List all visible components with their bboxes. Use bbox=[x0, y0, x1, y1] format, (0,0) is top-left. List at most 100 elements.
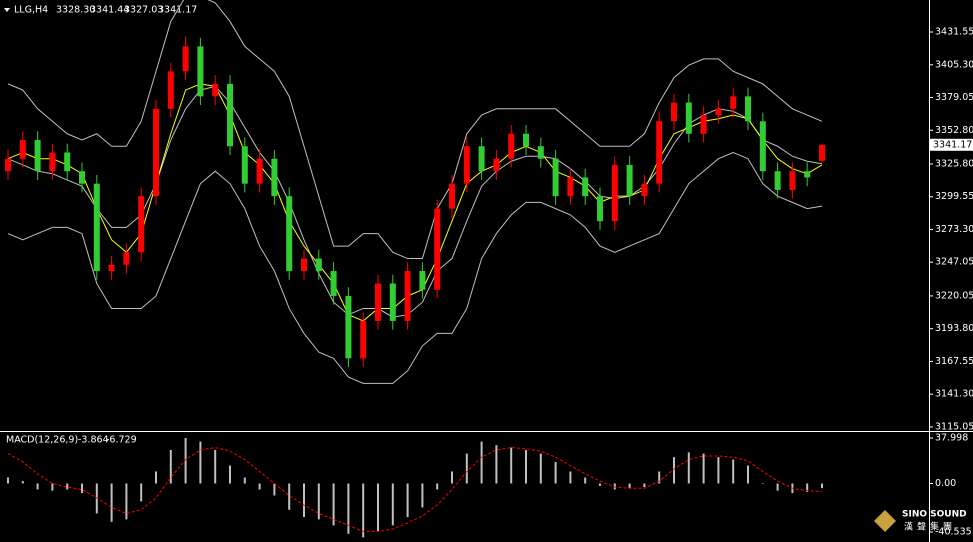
price-box bbox=[930, 138, 973, 151]
candle-body bbox=[463, 146, 470, 184]
macd-bar bbox=[303, 483, 305, 518]
candle-body bbox=[167, 71, 174, 109]
macd-bar bbox=[658, 471, 661, 484]
candle-body bbox=[449, 183, 455, 209]
candle-body bbox=[123, 252, 130, 265]
candle-body bbox=[197, 46, 204, 97]
candle-body bbox=[552, 158, 559, 197]
macd-bar bbox=[643, 483, 646, 488]
candle-body bbox=[301, 258, 307, 272]
logo-subtitle: 漢聲集團 bbox=[904, 521, 956, 533]
macd-bar bbox=[140, 483, 143, 502]
macd-bar bbox=[81, 483, 83, 494]
menu-arrow bbox=[4, 8, 10, 12]
symbol-title: LLG,H4 bbox=[14, 5, 48, 16]
macd-title: MACD(12,26,9) bbox=[6, 435, 78, 446]
last-open: 3328.30 bbox=[56, 5, 95, 16]
macd-value: -3.864 bbox=[78, 435, 109, 446]
y-tick-label: 3247.05 bbox=[935, 257, 973, 268]
y-tick-label: 3325.80 bbox=[935, 158, 973, 169]
macd-bar bbox=[717, 457, 720, 484]
macd-bar bbox=[421, 483, 424, 508]
macd-bar bbox=[776, 483, 779, 491]
candle-body bbox=[493, 158, 500, 172]
candle-body bbox=[419, 271, 426, 290]
candle-body bbox=[271, 158, 278, 197]
macd-bar bbox=[554, 461, 557, 484]
macd-bar bbox=[525, 449, 527, 484]
macd-bar bbox=[628, 483, 631, 489]
candle-body bbox=[19, 140, 26, 159]
candle-body bbox=[671, 102, 677, 122]
y-tick-label: 3115.05 bbox=[935, 421, 973, 432]
candle-body bbox=[656, 121, 663, 184]
macd-bar bbox=[95, 483, 98, 514]
candle-body bbox=[360, 320, 367, 359]
macd-bar bbox=[362, 483, 365, 538]
candle-body bbox=[641, 183, 648, 197]
candle-body bbox=[227, 83, 233, 147]
candle-body bbox=[478, 146, 485, 172]
macd-bar bbox=[406, 483, 409, 518]
macd-bar bbox=[184, 437, 187, 484]
macd-bar bbox=[66, 483, 69, 490]
last-high: 3341.44 bbox=[90, 5, 129, 16]
candle-body bbox=[93, 183, 100, 272]
y-tick-label: 3141.30 bbox=[935, 389, 973, 400]
candle-body bbox=[375, 283, 381, 321]
y-tick-label: 3379.05 bbox=[935, 92, 973, 103]
candle-body bbox=[819, 144, 825, 161]
y-tick-label: 3167.55 bbox=[935, 356, 973, 367]
macd-bar bbox=[702, 453, 705, 484]
candle-body bbox=[745, 96, 751, 122]
macd-bar bbox=[673, 457, 675, 484]
candle-body bbox=[582, 177, 589, 197]
candle-body bbox=[34, 140, 41, 172]
candle-body bbox=[256, 158, 263, 184]
macd-bar bbox=[125, 483, 128, 520]
macd-bar bbox=[214, 449, 217, 484]
candle-body bbox=[626, 164, 633, 197]
y-tick-label: -40.535 bbox=[935, 527, 972, 538]
macd-bar bbox=[495, 445, 498, 484]
candle-body bbox=[389, 283, 396, 321]
candle-body bbox=[730, 96, 737, 109]
macd-bar bbox=[806, 483, 809, 492]
candle-body bbox=[286, 196, 293, 272]
candle-body bbox=[49, 152, 56, 172]
y-tick-label: 3431.55 bbox=[935, 27, 973, 38]
candle-body bbox=[789, 171, 796, 190]
macd-bar bbox=[465, 453, 468, 484]
candle-body bbox=[804, 171, 811, 178]
macd-bar bbox=[7, 477, 9, 484]
candle-body bbox=[315, 258, 322, 272]
macd-bar bbox=[288, 483, 291, 510]
macd-bar bbox=[539, 453, 542, 484]
y-tick-label: 3273.30 bbox=[935, 224, 973, 235]
y-tick-label: 0.00 bbox=[935, 478, 956, 489]
macd-bar bbox=[732, 459, 735, 484]
candle-body bbox=[79, 171, 85, 184]
macd-bar bbox=[599, 483, 601, 486]
macd-bar bbox=[451, 471, 453, 484]
macd-bar bbox=[377, 483, 379, 532]
candle-body bbox=[685, 102, 692, 134]
candle-body bbox=[108, 264, 115, 272]
candle-body bbox=[759, 121, 766, 172]
macd-bar bbox=[169, 449, 172, 484]
macd-bar bbox=[510, 447, 513, 484]
candle-body bbox=[508, 133, 515, 159]
signal-line bbox=[7, 447, 823, 532]
candle-body bbox=[597, 196, 603, 222]
macd-bar bbox=[317, 483, 320, 520]
candle-body bbox=[611, 164, 618, 222]
candle-body bbox=[241, 146, 248, 184]
y-tick-label: 3193.80 bbox=[935, 323, 973, 334]
candle-body bbox=[182, 46, 189, 72]
macd-bar bbox=[436, 483, 439, 490]
candle-body bbox=[5, 158, 11, 172]
candle-body bbox=[64, 152, 71, 172]
logo-icon bbox=[874, 510, 896, 532]
macd-bar bbox=[347, 483, 350, 534]
